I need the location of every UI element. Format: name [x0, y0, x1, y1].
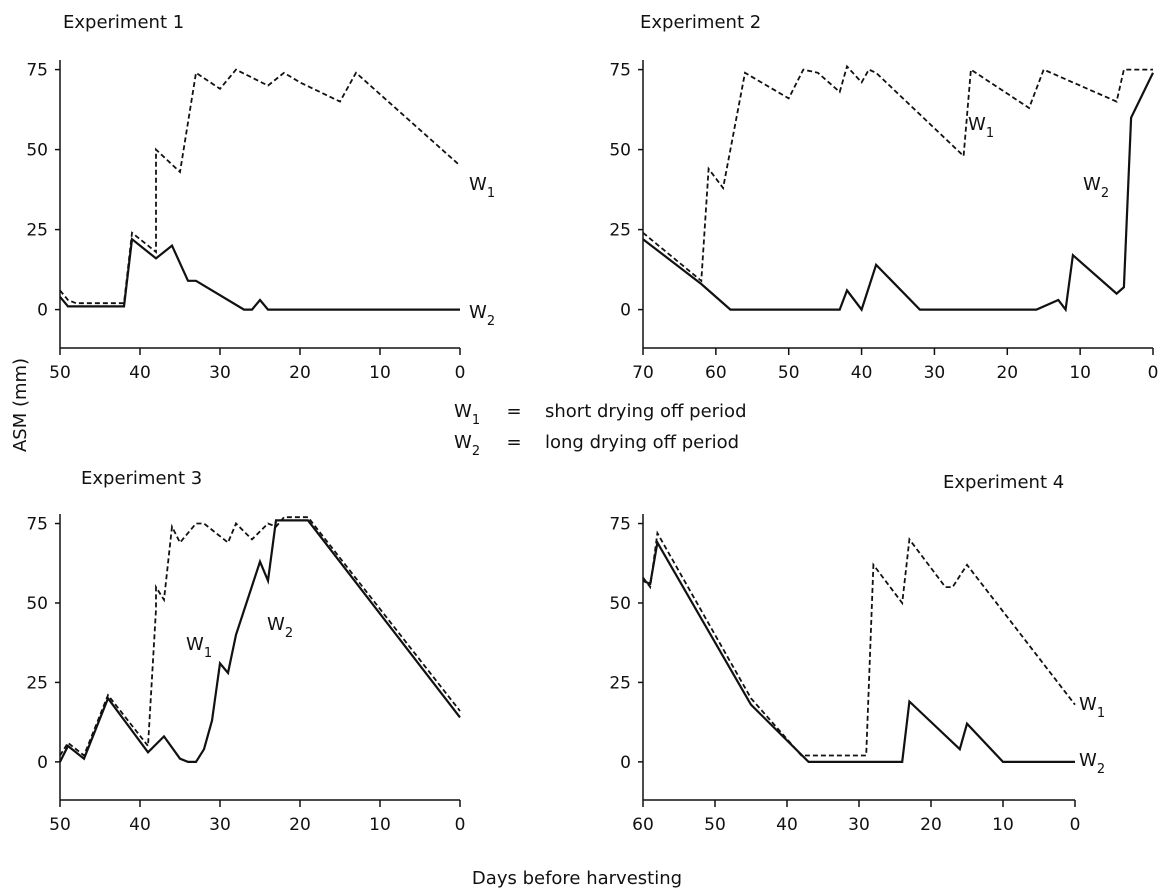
y-tick-label: 0	[37, 753, 48, 773]
x-tick-label: 0	[1148, 363, 1159, 383]
y-tick-label: 25	[26, 221, 48, 241]
y-tick-label: 75	[609, 515, 631, 535]
x-tick-label: 20	[996, 363, 1018, 383]
x-tick-label: 40	[776, 815, 798, 835]
legend-w1-description: short drying off period	[545, 401, 747, 422]
x-tick-label: 10	[369, 363, 391, 383]
series-label-w2: W2	[469, 302, 495, 329]
legend-item-w2: W2 = long drying off period	[454, 432, 739, 459]
y-tick-label: 0	[620, 301, 631, 321]
series-label-w1: W1	[186, 634, 212, 661]
x-tick-label: 0	[1070, 815, 1081, 835]
series-w2-line	[59, 237, 460, 311]
x-tick-label: 60	[705, 363, 727, 383]
legend-w2-symbol: W2	[454, 432, 480, 459]
series-w2-line	[59, 519, 461, 764]
panel-experiment-4: Experiment 4 0 25 50 75 60 50 40 30 20 10 0 W1 W2	[609, 472, 1105, 835]
x-tick-label: 50	[49, 363, 71, 383]
x-tick-label: 50	[778, 363, 800, 383]
y-axis-label: ASM (mm)	[10, 358, 31, 452]
panel-experiment-2: Experiment 2 0 25 50 75 70 60 50 40 30 20 10 0 W1 W2	[609, 12, 1158, 383]
series-label-w1: W1	[469, 174, 495, 201]
panel-title: Experiment 4	[943, 472, 1064, 493]
x-tick-label: 60	[632, 815, 654, 835]
panel-title: Experiment 1	[63, 12, 184, 33]
y-tick-label: 75	[26, 515, 48, 535]
series-label-w2: W2	[1079, 750, 1105, 777]
series-w2-line	[642, 72, 1154, 313]
x-tick-label: 20	[920, 815, 942, 835]
legend-item-w1: W1 = short drying off period	[454, 401, 747, 428]
y-tick-label: 50	[609, 594, 631, 614]
series-w1-line	[59, 68, 461, 305]
x-tick-label: 0	[455, 815, 466, 835]
series-w1-line	[59, 516, 461, 757]
y-tick-label: 50	[609, 141, 631, 161]
panel-title: Experiment 2	[640, 12, 761, 33]
x-tick-label: 40	[851, 363, 873, 383]
y-tick-label: 25	[609, 673, 631, 693]
series-w2-line	[642, 539, 1075, 764]
y-tick-label: 75	[26, 61, 48, 81]
x-tick-label: 40	[129, 363, 151, 383]
x-tick-label: 0	[455, 363, 466, 383]
series-w1-line	[642, 530, 1076, 757]
y-tick-label: 75	[609, 61, 631, 81]
y-tick-label: 50	[26, 594, 48, 614]
x-tick-label: 40	[129, 815, 151, 835]
series-label-w1: W1	[968, 114, 994, 141]
x-tick-label: 70	[632, 363, 654, 383]
legend-w1-symbol: W1	[454, 401, 480, 428]
x-tick-label: 10	[1069, 363, 1091, 383]
y-tick-label: 0	[620, 753, 631, 773]
panel-title: Experiment 3	[81, 468, 202, 489]
x-tick-label: 50	[49, 815, 71, 835]
series-w1-line	[642, 64, 1153, 283]
legend: W1 = short drying off period W2 = long d…	[454, 401, 747, 459]
x-tick-label: 30	[209, 815, 231, 835]
x-tick-label: 30	[924, 363, 946, 383]
x-tick-label: 10	[369, 815, 391, 835]
x-tick-label: 30	[848, 815, 870, 835]
x-axis-label: Days before harvesting	[472, 868, 682, 889]
y-tick-label: 25	[609, 221, 631, 241]
legend-w2-description: long drying off period	[545, 432, 739, 453]
x-tick-label: 10	[992, 815, 1014, 835]
x-tick-label: 20	[289, 815, 311, 835]
panel-experiment-3: Experiment 3 0 25 50 75 50 40 30 20 10 0 W1 W2	[26, 468, 465, 835]
y-tick-label: 25	[26, 673, 48, 693]
y-tick-label: 0	[37, 301, 48, 321]
x-tick-label: 30	[209, 363, 231, 383]
legend-w2-equals: =	[506, 432, 521, 453]
x-tick-label: 50	[704, 815, 726, 835]
x-tick-label: 20	[289, 363, 311, 383]
series-label-w2: W2	[1083, 174, 1109, 201]
legend-w1-equals: =	[506, 401, 521, 422]
panel-experiment-1: Experiment 1 0 25 50 75 50 40 30 20 10 0 W1 W2	[26, 12, 495, 383]
y-tick-label: 50	[26, 141, 48, 161]
series-label-w2: W2	[267, 614, 293, 641]
series-label-w1: W1	[1079, 694, 1105, 721]
